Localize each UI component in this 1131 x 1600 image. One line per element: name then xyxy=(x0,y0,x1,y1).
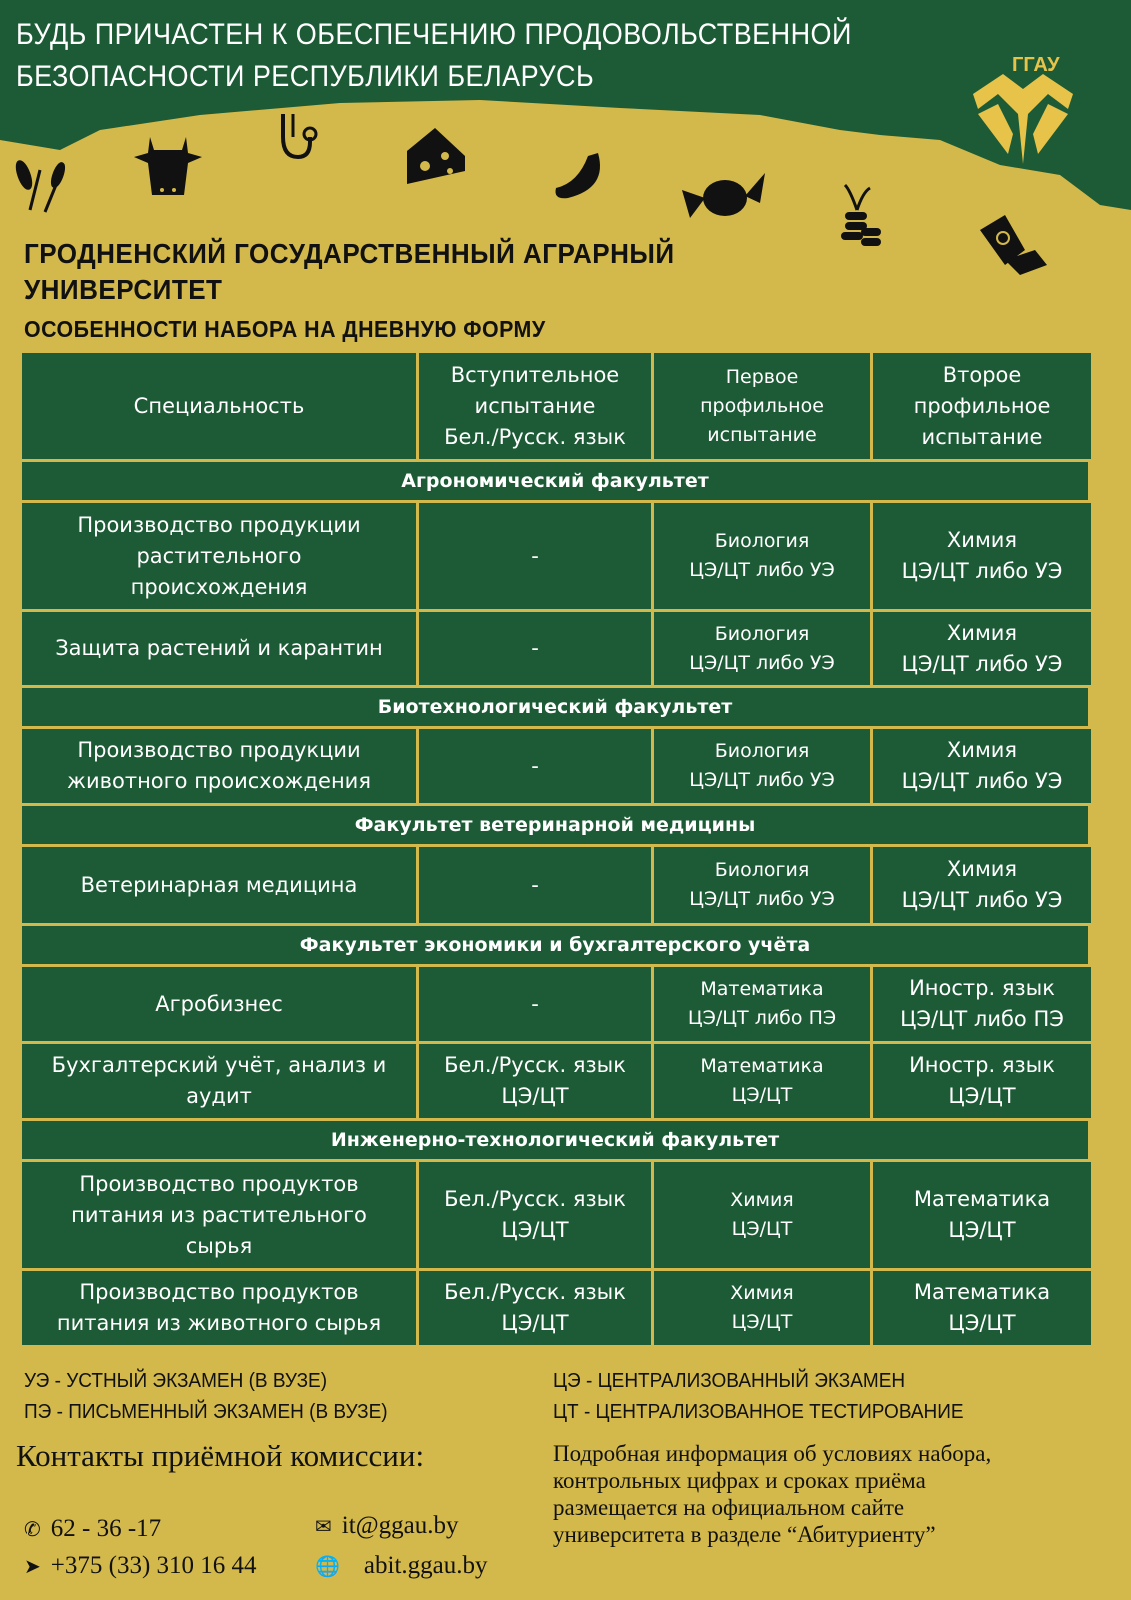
table-cell: Математика ЦЭ/ЦТ xyxy=(654,1044,870,1118)
table-cell: - xyxy=(419,847,651,923)
wheat-icon xyxy=(15,160,66,213)
admission-table: Специальность Вступительное испытание Бел… xyxy=(22,353,1091,1348)
legend-right: ЦЭ - ЦЕНТРАЛИЗОВАННЫЙ ЭКЗАМЕН ЦТ - ЦЕНТРА… xyxy=(553,1370,964,1423)
table-row: Бухгалтерский учёт, анализ и аудит Бел./Р… xyxy=(22,1044,1091,1118)
globe-icon: 🌐 xyxy=(315,1555,340,1578)
table-cell: Иностр. язык ЦЭ/ЦТ xyxy=(873,1044,1091,1118)
table-cell: Первое профильное испытание xyxy=(654,353,870,459)
table-row: Производство продуктов питания из животн… xyxy=(22,1271,1091,1345)
table-cell: Бухгалтерский учёт, анализ и аудит xyxy=(22,1044,416,1118)
cow-icon xyxy=(134,137,202,195)
table-cell: Вступительное испытание Бел./Русск. язык xyxy=(419,353,651,459)
table-cell: Математика ЦЭ/ЦТ xyxy=(873,1162,1091,1268)
table-cell: Бел./Русск. язык ЦЭ/ЦТ xyxy=(419,1044,651,1118)
table-cell: Ветеринарная медицина xyxy=(22,847,416,923)
subtitle: ОСОБЕННОСТИ НАБОРА НА ДНЕВНУЮ ФОРМУ xyxy=(24,316,546,342)
table-cell: Производство продуктов питания из растит… xyxy=(22,1162,416,1268)
table-cell: Иностр. язык ЦЭ/ЦТ либо ПЭ xyxy=(873,967,1091,1041)
table-cell: Химия ЦЭ/ЦТ xyxy=(654,1271,870,1345)
faculty-header: Биотехнологический факультет xyxy=(22,688,1088,726)
table-cell: - xyxy=(419,612,651,685)
table-cell: Математика ЦЭ/ЦТ xyxy=(873,1271,1091,1345)
candy-icon xyxy=(682,173,765,218)
telegram-icon: ➤ xyxy=(24,1555,41,1578)
faculty-header: Факультет экономики и бухгалтерского учё… xyxy=(22,926,1088,964)
table-row: Защита растений и карантин - Биология ЦЭ/Ц… xyxy=(22,612,1091,685)
table-row: Производство продукции растительного про… xyxy=(22,503,1091,609)
table-row: Ветеринарная медицина - Биология ЦЭ/ЦТ либ… xyxy=(22,847,1091,923)
university-logo xyxy=(973,74,1073,164)
table-cell: Бел./Русск. язык ЦЭ/ЦТ xyxy=(419,1162,651,1268)
slogan: БУДЬ ПРИЧАСТЕН К ОБЕСПЕЧЕНИЮ ПРОДОВОЛЬСТ… xyxy=(16,18,852,93)
table-row: Производство продукции животного происхо… xyxy=(22,729,1091,803)
coins-sprout-icon xyxy=(841,183,881,246)
table-cell: Химия ЦЭ/ЦТ xyxy=(654,1162,870,1268)
table-cell: Биология ЦЭ/ЦТ либо УЭ xyxy=(654,729,870,803)
faculty-header: Инженерно-технологический факультет xyxy=(22,1121,1088,1159)
table-cell: Второе профильное испытание xyxy=(873,353,1091,459)
table-cell: Математика ЦЭ/ЦТ либо ПЭ xyxy=(654,967,870,1041)
faculty-header: Агрономический факультет xyxy=(22,462,1088,500)
table-cell: Химия ЦЭ/ЦТ либо УЭ xyxy=(873,847,1091,923)
table-cell: Биология ЦЭ/ЦТ либо УЭ xyxy=(654,503,870,609)
legend-left: УЭ - УСТНЫЙ ЭКЗАМЕН (В ВУЗЕ) ПЭ - ПИСЬМЕН… xyxy=(24,1370,388,1423)
table-cell: Химия ЦЭ/ЦТ либо УЭ xyxy=(873,612,1091,685)
cheese-icon xyxy=(407,128,465,184)
mobile-contact: ➤ +375 (33) 310 16 44 xyxy=(24,1552,257,1579)
table-cell: Химия ЦЭ/ЦТ либо УЭ xyxy=(873,729,1091,803)
logo-text: ГГАУ xyxy=(1012,54,1060,76)
university-name: ГРОДНЕНСКИЙ ГОСУДАРСТВЕННЫЙ АГРАРНЫЙ УНИ… xyxy=(24,238,675,305)
info-text: Подробная информация об условиях набора,… xyxy=(553,1441,992,1547)
site-contact: 🌐 abit.ggau.by xyxy=(315,1552,488,1579)
email-contact: ✉ it@ggau.by xyxy=(315,1512,459,1539)
contacts-title: Контакты приёмной комиссии: xyxy=(16,1438,425,1473)
money-hand-icon xyxy=(980,215,1047,275)
table-cell: Химия ЦЭ/ЦТ либо УЭ xyxy=(873,503,1091,609)
table-cell: Агробизнес xyxy=(22,967,416,1041)
table-row: Агробизнес - Математика ЦЭ/ЦТ либо ПЭ Иност… xyxy=(22,967,1091,1041)
phone-icon: ✆ xyxy=(24,1518,41,1541)
table-cell: Бел./Русск. язык ЦЭ/ЦТ xyxy=(419,1271,651,1345)
table-row: Производство продуктов питания из растит… xyxy=(22,1162,1091,1268)
table-cell: Производство продуктов питания из животн… xyxy=(22,1271,416,1345)
table-cell: Специальность xyxy=(22,353,416,459)
table-cell: Биология ЦЭ/ЦТ либо УЭ xyxy=(654,612,870,685)
table-cell: Биология ЦЭ/ЦТ либо УЭ xyxy=(654,847,870,923)
table-cell: Производство продукции растительного про… xyxy=(22,503,416,609)
table-cell: Производство продукции животного происхо… xyxy=(22,729,416,803)
table-cell: Защита растений и карантин xyxy=(22,612,416,685)
table-cell: - xyxy=(419,729,651,803)
envelope-icon: ✉ xyxy=(315,1515,332,1538)
table-cell: - xyxy=(419,503,651,609)
table-cell: - xyxy=(419,967,651,1041)
sausage-icon xyxy=(555,153,600,199)
faculty-header: Факультет ветеринарной медицины xyxy=(22,806,1088,844)
phone-contact: ✆ 62 - 36 -17 xyxy=(24,1515,162,1542)
header-row: Специальность Вступительное испытание Бел… xyxy=(22,353,1091,459)
stethoscope-icon xyxy=(281,114,318,160)
